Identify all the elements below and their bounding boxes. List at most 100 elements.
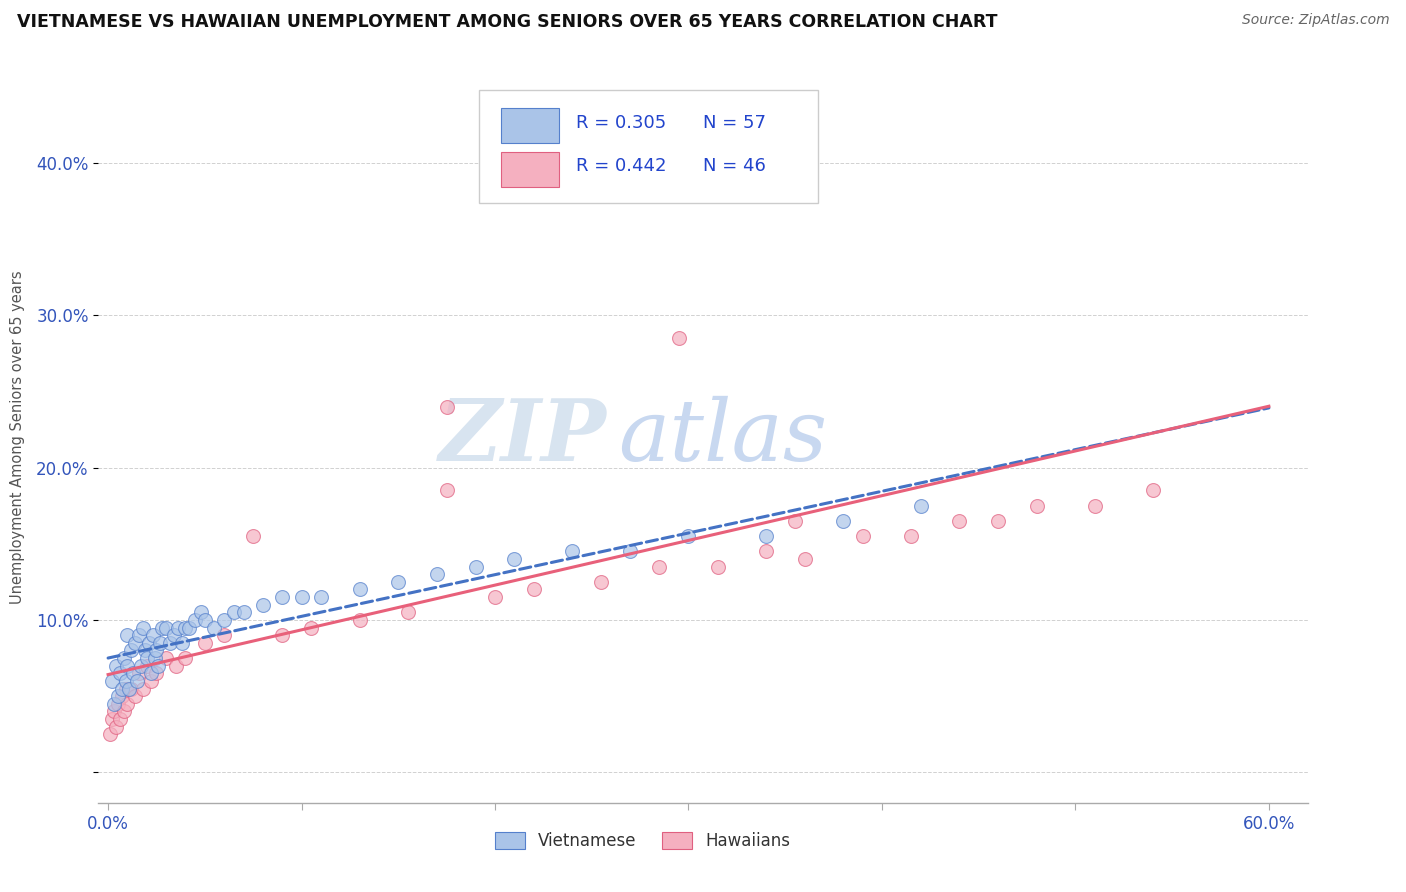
Bar bbox=[501, 152, 560, 187]
Text: R = 0.442: R = 0.442 bbox=[576, 158, 666, 176]
Point bbox=[852, 529, 875, 543]
Point bbox=[900, 529, 922, 543]
Point bbox=[523, 582, 546, 597]
Point bbox=[135, 651, 157, 665]
Point bbox=[212, 628, 235, 642]
Point bbox=[145, 666, 167, 681]
Point bbox=[755, 544, 778, 558]
Point bbox=[128, 628, 150, 642]
Point bbox=[149, 636, 172, 650]
Point bbox=[98, 727, 121, 741]
Point bbox=[1025, 499, 1047, 513]
Point bbox=[349, 582, 371, 597]
Point bbox=[242, 529, 264, 543]
Point bbox=[179, 621, 201, 635]
Point bbox=[194, 613, 217, 627]
Point bbox=[155, 621, 177, 635]
Point bbox=[174, 651, 197, 665]
Point bbox=[112, 651, 135, 665]
Point bbox=[127, 673, 149, 688]
Point bbox=[668, 331, 690, 345]
Point bbox=[114, 673, 136, 688]
Point bbox=[436, 400, 458, 414]
Point bbox=[112, 705, 135, 719]
Point bbox=[396, 605, 419, 619]
Point bbox=[755, 529, 778, 543]
Point bbox=[619, 544, 641, 558]
Point bbox=[107, 689, 129, 703]
Point bbox=[232, 605, 254, 619]
Point bbox=[143, 651, 166, 665]
Point bbox=[1084, 499, 1107, 513]
Point bbox=[117, 658, 139, 673]
Point bbox=[174, 621, 197, 635]
Text: ZIP: ZIP bbox=[439, 395, 606, 479]
Point bbox=[170, 636, 193, 650]
Text: N = 57: N = 57 bbox=[703, 113, 766, 131]
Point bbox=[134, 643, 156, 657]
Point bbox=[111, 681, 134, 696]
Point bbox=[436, 483, 458, 498]
Point bbox=[271, 590, 294, 604]
Point bbox=[484, 590, 506, 604]
Point bbox=[118, 681, 141, 696]
FancyBboxPatch shape bbox=[479, 90, 818, 203]
Text: VIETNAMESE VS HAWAIIAN UNEMPLOYMENT AMONG SENIORS OVER 65 YEARS CORRELATION CHAR: VIETNAMESE VS HAWAIIAN UNEMPLOYMENT AMON… bbox=[17, 13, 997, 31]
Point bbox=[194, 636, 217, 650]
Point bbox=[103, 705, 125, 719]
Point bbox=[107, 697, 129, 711]
Point bbox=[349, 613, 371, 627]
Text: Source: ZipAtlas.com: Source: ZipAtlas.com bbox=[1241, 13, 1389, 28]
Point bbox=[139, 666, 162, 681]
Point bbox=[129, 658, 152, 673]
Point bbox=[124, 689, 146, 703]
Point bbox=[1142, 483, 1164, 498]
Point bbox=[561, 544, 583, 558]
Point bbox=[155, 651, 177, 665]
Legend: Vietnamese, Hawaiians: Vietnamese, Hawaiians bbox=[488, 825, 797, 856]
Point bbox=[101, 712, 124, 726]
Point bbox=[793, 552, 815, 566]
Point bbox=[138, 636, 160, 650]
Point bbox=[204, 621, 226, 635]
Point bbox=[212, 613, 235, 627]
Point bbox=[132, 681, 155, 696]
Point bbox=[145, 643, 167, 657]
Point bbox=[426, 567, 449, 582]
Point bbox=[678, 529, 700, 543]
Point bbox=[114, 681, 136, 696]
Point bbox=[104, 658, 127, 673]
Point bbox=[108, 712, 131, 726]
Point bbox=[148, 658, 170, 673]
Point bbox=[987, 514, 1010, 528]
Point bbox=[910, 499, 932, 513]
Point bbox=[142, 628, 165, 642]
Point bbox=[104, 720, 127, 734]
Point bbox=[464, 559, 486, 574]
Point bbox=[128, 666, 150, 681]
Point bbox=[832, 514, 855, 528]
Point bbox=[120, 643, 142, 657]
Point bbox=[139, 673, 162, 688]
Point bbox=[783, 514, 806, 528]
Point bbox=[571, 156, 593, 170]
Point bbox=[387, 574, 409, 589]
Point bbox=[132, 621, 155, 635]
Point bbox=[122, 666, 145, 681]
Point bbox=[166, 621, 188, 635]
Point bbox=[252, 598, 274, 612]
Point bbox=[503, 552, 526, 566]
Point bbox=[190, 605, 212, 619]
Point bbox=[165, 658, 187, 673]
Point bbox=[120, 681, 142, 696]
Point bbox=[159, 636, 181, 650]
Point bbox=[117, 697, 139, 711]
Point bbox=[591, 574, 613, 589]
Point bbox=[706, 559, 728, 574]
Point bbox=[184, 613, 207, 627]
Text: atlas: atlas bbox=[619, 396, 828, 478]
Text: R = 0.305: R = 0.305 bbox=[576, 113, 666, 131]
Bar bbox=[501, 108, 560, 143]
Point bbox=[163, 628, 186, 642]
Point bbox=[103, 697, 125, 711]
